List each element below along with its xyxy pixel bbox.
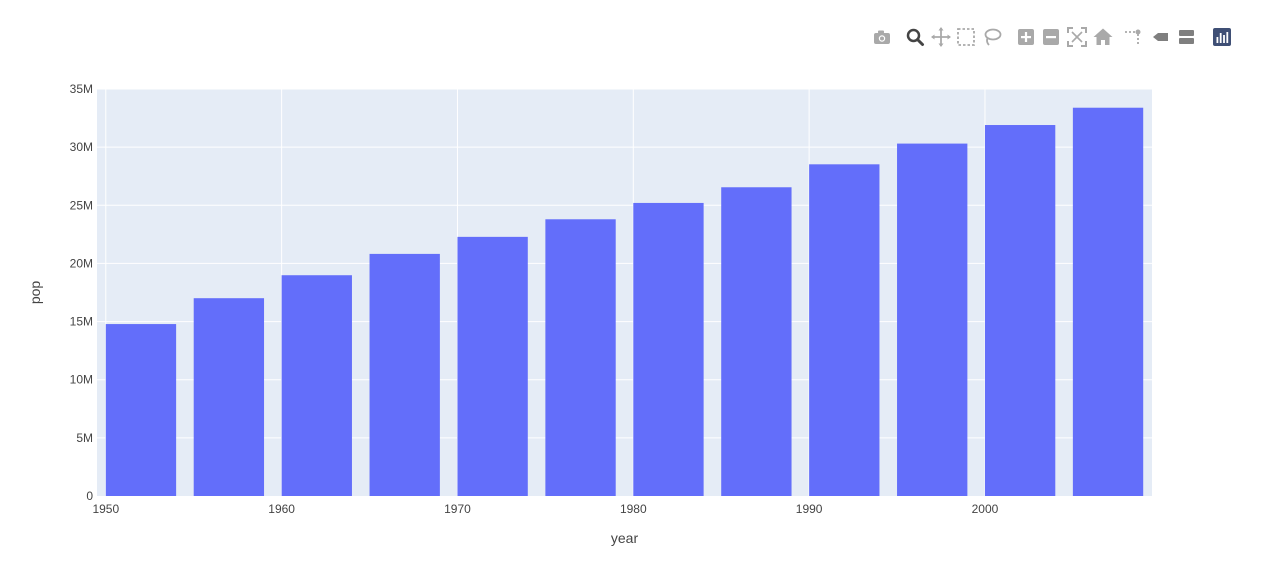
- bar[interactable]: [897, 143, 968, 496]
- x-tick-label: 1980: [620, 502, 647, 516]
- bar[interactable]: [809, 164, 880, 496]
- plot-area[interactable]: [97, 89, 1152, 496]
- y-tick-label: 10M: [70, 373, 93, 387]
- y-tick-labels: 0 5M 10M 15M 20M 25M 30M 35M: [70, 82, 94, 503]
- bar[interactable]: [633, 202, 704, 496]
- modebar: [868, 25, 1238, 51]
- x-tick-label: 1990: [796, 502, 823, 516]
- zoom-out-icon[interactable]: [1039, 25, 1063, 49]
- hover-closest-icon[interactable]: [1148, 25, 1172, 49]
- zoom-in-icon[interactable]: [1014, 25, 1038, 49]
- bar[interactable]: [457, 236, 528, 496]
- bar[interactable]: [369, 253, 440, 496]
- spike-lines-icon[interactable]: [1122, 25, 1146, 49]
- hover-compare-icon[interactable]: [1174, 25, 1198, 49]
- x-tick-label: 2000: [972, 502, 999, 516]
- bar[interactable]: [105, 324, 177, 496]
- y-tick-label: 20M: [70, 256, 93, 270]
- y-gridlines: [97, 88, 1152, 439]
- y-tick-label: 35M: [70, 82, 93, 96]
- bar[interactable]: [1072, 107, 1144, 496]
- bar[interactable]: [721, 187, 792, 496]
- camera-icon[interactable]: [870, 25, 894, 49]
- bar[interactable]: [193, 298, 265, 496]
- bar[interactable]: [984, 125, 1056, 496]
- bars: [105, 107, 1144, 496]
- plotly-logo-icon[interactable]: [1210, 25, 1234, 49]
- x-tick-labels: 1950 1960 1970 1980 1990 2000: [92, 502, 998, 516]
- bar[interactable]: [545, 219, 616, 496]
- y-tick-label: 0: [86, 489, 93, 503]
- pan-icon[interactable]: [929, 25, 953, 49]
- home-icon[interactable]: [1091, 25, 1115, 49]
- y-tick-label: 5M: [76, 431, 93, 445]
- y-tick-label: 30M: [70, 140, 93, 154]
- y-tick-label: 25M: [70, 198, 93, 212]
- zoom-icon[interactable]: [903, 25, 927, 49]
- box-select-icon[interactable]: [954, 25, 978, 49]
- y-tick-label: 15M: [70, 315, 93, 329]
- x-tick-label: 1950: [92, 502, 119, 516]
- x-axis-title: year: [611, 530, 639, 546]
- lasso-select-icon[interactable]: [980, 25, 1004, 49]
- autoscale-icon[interactable]: [1065, 25, 1089, 49]
- y-axis-title: pop: [27, 281, 43, 305]
- bar[interactable]: [281, 275, 352, 496]
- x-tick-label: 1970: [444, 502, 471, 516]
- x-tick-label: 1960: [268, 502, 295, 516]
